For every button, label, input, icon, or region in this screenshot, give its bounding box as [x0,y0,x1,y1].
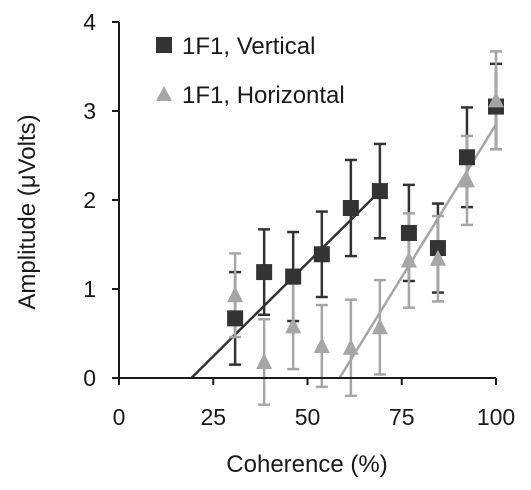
markers [227,91,504,369]
data-point-horizontal [342,338,359,355]
fit-lines [190,123,498,379]
y-axis-title: Amplitude (μVolts) [14,114,41,309]
y-tick-label: 3 [83,98,96,124]
x-tick-label: 50 [295,404,321,430]
data-point-vertical [313,246,330,263]
data-point-vertical [371,183,388,200]
x-tick-label: 75 [389,404,415,430]
data-point-vertical [342,200,359,217]
x-axis-title: Coherence (%) [226,451,387,478]
data-point-vertical [227,310,244,327]
legend: 1F1, Vertical 1F1, Horizontal [156,33,345,109]
x-tick-label: 0 [113,404,126,430]
y-tick-label: 4 [83,9,96,35]
y-tick-label: 2 [83,187,96,213]
data-point-horizontal [400,251,417,268]
data-point-horizontal [227,286,244,303]
data-point-vertical [429,240,446,257]
data-point-horizontal [285,317,302,334]
legend-marker-vertical [156,37,172,53]
data-point-horizontal [313,336,330,353]
data-point-horizontal [458,171,475,188]
y-tick-label: 1 [83,276,96,302]
fit-line-vertical [190,190,381,379]
data-point-horizontal [371,318,388,335]
legend-label-horizontal: 1F1, Horizontal [182,82,345,109]
y-tick-label: 0 [83,365,96,391]
legend-label-vertical: 1F1, Vertical [182,33,315,60]
data-point-horizontal [256,352,273,369]
x-tick-label: 100 [477,404,515,430]
fit-line-horizontal [338,123,498,379]
ticks: 0 25 50 75 100 0 1 2 3 4 [83,9,515,430]
data-point-vertical [285,268,302,285]
data-point-horizontal [488,91,504,108]
axes [118,22,496,379]
data-point-horizontal [429,249,446,266]
data-point-vertical [400,224,417,241]
legend-marker-horizontal [156,86,172,101]
data-point-vertical [256,264,273,281]
data-point-vertical [458,149,475,166]
x-tick-label: 25 [200,404,226,430]
